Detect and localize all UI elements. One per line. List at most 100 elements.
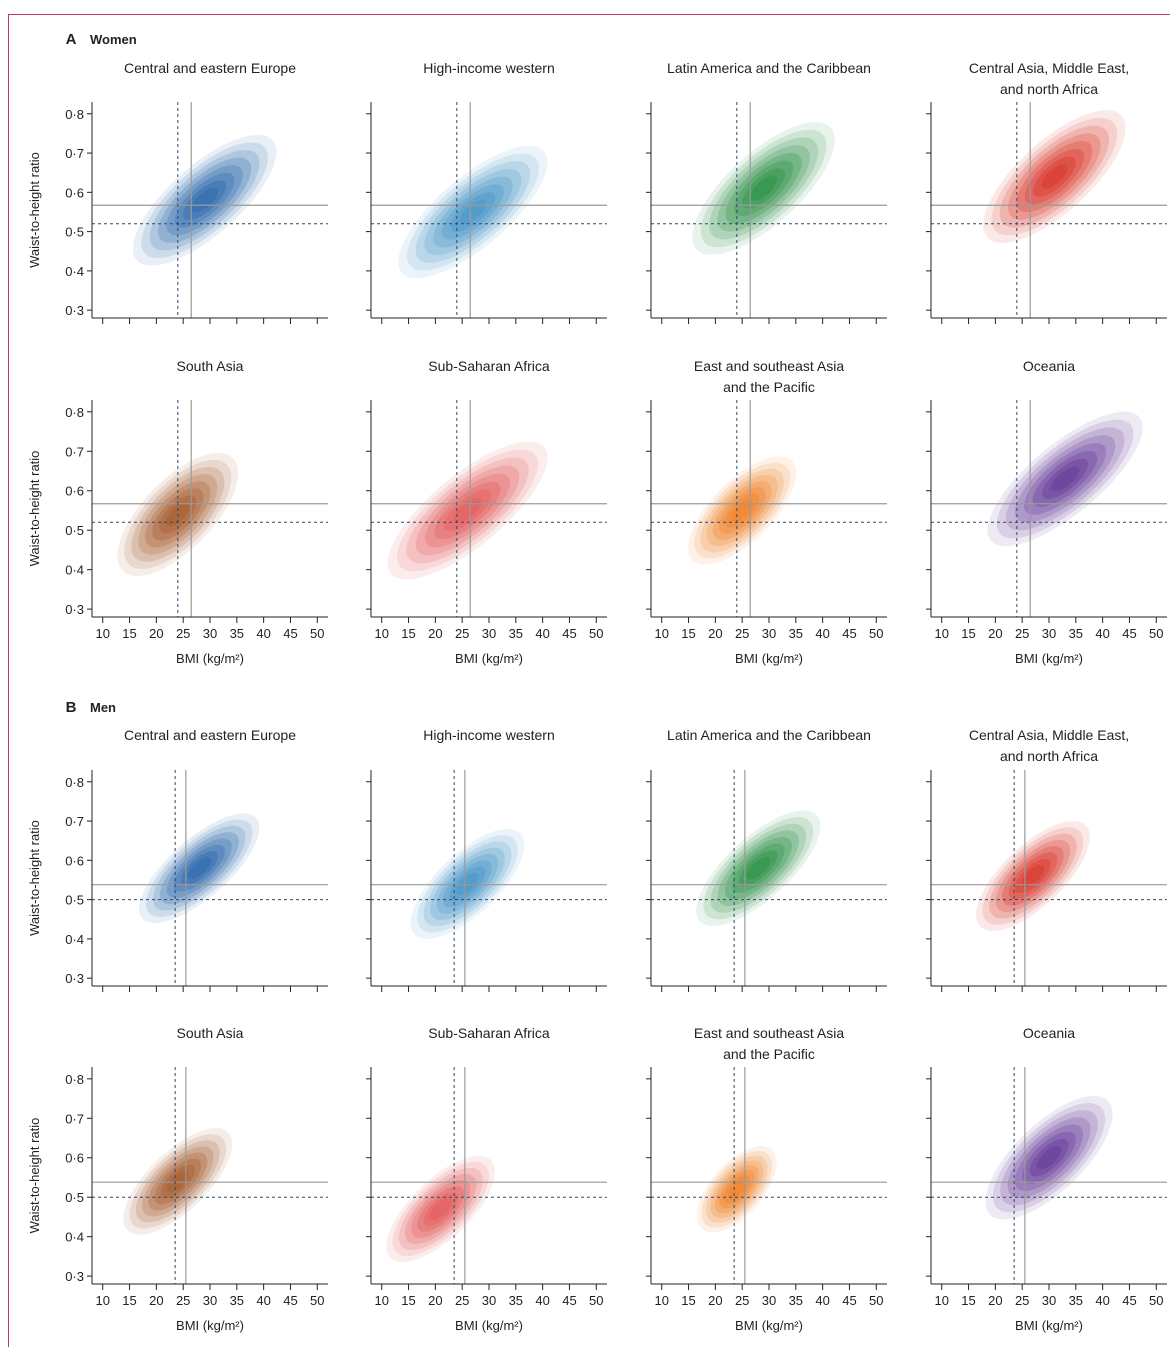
x-axis-label: BMI (kg/m²) <box>176 1318 244 1333</box>
section-letter-b: B <box>66 699 77 716</box>
density-level <box>976 820 1090 932</box>
x-tick-label: 50 <box>869 1293 883 1308</box>
density-level <box>425 473 510 548</box>
density-level <box>429 1198 452 1220</box>
x-tick-label: 20 <box>149 1293 163 1308</box>
density-level <box>694 462 791 559</box>
x-tick-label: 15 <box>122 1293 136 1308</box>
y-tick-label: 0·8 <box>65 107 84 122</box>
x-tick-label: 10 <box>374 1293 388 1308</box>
panel-title: Sub-Saharan Africa <box>428 358 550 374</box>
density-level <box>989 833 1077 919</box>
x-axis-label: BMI (kg/m²) <box>176 651 244 666</box>
density-level <box>703 817 814 920</box>
x-tick-label: 20 <box>988 1293 1002 1308</box>
density-level <box>129 1134 227 1229</box>
panel-title: and north Africa <box>1000 81 1098 97</box>
x-tick-label: 25 <box>1015 1293 1029 1308</box>
x-axis-label: BMI (kg/m²) <box>735 651 803 666</box>
density-level <box>1016 141 1093 213</box>
density-level <box>142 1146 214 1217</box>
density-level <box>1007 1117 1091 1199</box>
x-tick-label: 10 <box>934 1293 948 1308</box>
density-level <box>688 456 797 565</box>
density-level <box>441 184 504 240</box>
y-tick-label: 0·8 <box>65 405 84 420</box>
figure-frame <box>8 14 1170 1347</box>
x-tick-label: 15 <box>961 626 975 641</box>
y-tick-label: 0·5 <box>65 225 84 240</box>
x-tick-label: 25 <box>176 1293 190 1308</box>
x-tick-label: 30 <box>762 626 776 641</box>
density-level <box>700 129 827 248</box>
panel-title: Central Asia, Middle East, <box>969 60 1129 76</box>
x-tick-label: 45 <box>1122 626 1136 641</box>
panel-men-6: East and southeast Asia and the Pacific 10… <box>646 1025 887 1333</box>
x-axis-label: BMI (kg/m²) <box>735 1318 803 1333</box>
x-tick-label: 35 <box>1069 626 1083 641</box>
density-contours <box>387 441 548 580</box>
density-level <box>166 838 232 898</box>
x-tick-label: 15 <box>401 626 415 641</box>
y-tick-label: 0·6 <box>65 1151 84 1166</box>
x-tick-label: 15 <box>401 1293 415 1308</box>
density-level <box>132 134 277 266</box>
density-level <box>733 160 794 217</box>
y-tick-label: 0·4 <box>65 264 84 279</box>
panel-women-5: Sub-Saharan Africa 10 15 20 25 30 35 40 45 50 BMI … <box>366 358 607 666</box>
density-level <box>692 121 835 255</box>
density-level <box>443 860 492 908</box>
x-tick-label: 20 <box>428 1293 442 1308</box>
density-level <box>406 153 539 271</box>
panel-women-6: East and southeast Asia and the Pacific 10… <box>646 358 887 666</box>
density-level <box>404 1173 477 1245</box>
density-contours <box>987 411 1143 547</box>
y-tick-label: 0·5 <box>65 1190 84 1205</box>
x-tick-label: 40 <box>535 626 549 641</box>
density-level <box>166 1170 189 1193</box>
x-tick-label: 30 <box>762 1293 776 1308</box>
density-level <box>433 176 513 248</box>
density-contours <box>132 134 277 266</box>
x-tick-label: 20 <box>988 626 1002 641</box>
density-level <box>423 1192 458 1226</box>
density-level <box>999 125 1110 228</box>
x-tick-label: 25 <box>735 1293 749 1308</box>
density-level <box>992 1103 1106 1213</box>
density-level <box>739 850 778 887</box>
x-tick-label: 50 <box>310 1293 324 1308</box>
panel-women-3: Central Asia, Middle East, and north Afri… <box>926 60 1167 324</box>
x-tick-label: 35 <box>789 626 803 641</box>
x-tick-label: 25 <box>455 626 469 641</box>
density-level <box>700 468 784 553</box>
x-axis-label: BMI (kg/m²) <box>455 651 523 666</box>
density-level <box>750 176 777 201</box>
density-level <box>1041 164 1068 189</box>
x-tick-label: 15 <box>681 626 695 641</box>
panel-title: and the Pacific <box>723 379 815 395</box>
density-level <box>398 1167 483 1251</box>
density-contours <box>696 810 821 926</box>
x-tick-label: 45 <box>842 626 856 641</box>
density-level <box>430 847 505 921</box>
x-tick-label: 20 <box>428 626 442 641</box>
density-level <box>180 851 219 886</box>
x-tick-label: 50 <box>310 626 324 641</box>
y-axis-label: Waist-to-height ratio <box>27 451 42 567</box>
density-level <box>710 1160 764 1219</box>
panel-title: High-income western <box>423 60 555 76</box>
x-tick-label: 50 <box>589 626 603 641</box>
density-level <box>1002 846 1064 906</box>
x-tick-label: 15 <box>681 1293 695 1308</box>
density-level <box>173 844 225 892</box>
density-level <box>123 1128 233 1235</box>
density-level <box>717 830 799 907</box>
density-level <box>149 149 260 251</box>
x-tick-label: 50 <box>1149 1293 1163 1308</box>
x-tick-label: 40 <box>535 1293 549 1308</box>
density-level <box>187 857 212 880</box>
panel-title: East and southeast Asia <box>694 1025 844 1041</box>
density-level <box>396 449 539 572</box>
x-tick-label: 35 <box>509 626 523 641</box>
